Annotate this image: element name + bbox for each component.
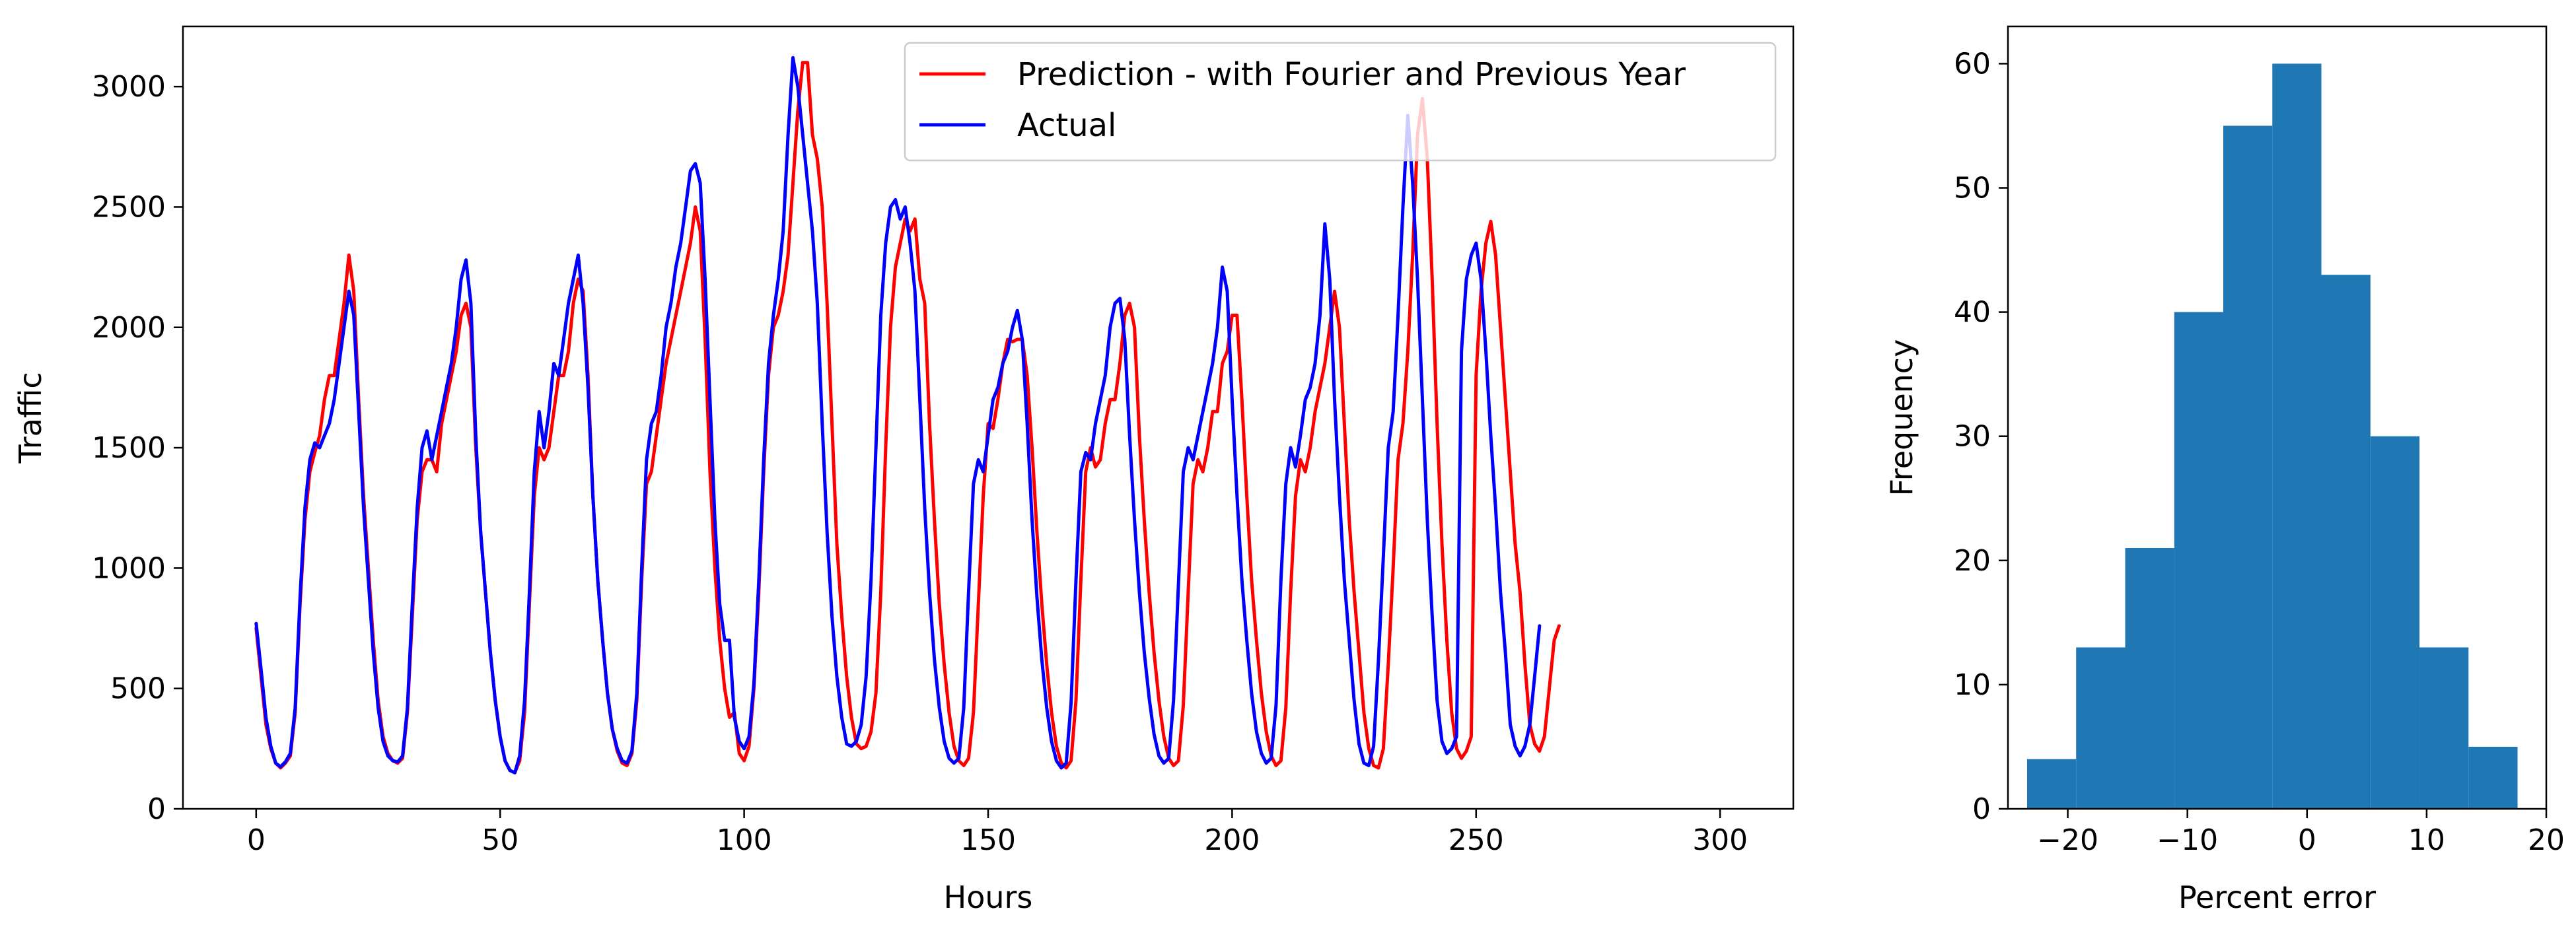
histogram-bar [2419,647,2469,809]
y-tick-label: 1000 [92,551,166,585]
x-tick-label: 10 [2408,823,2445,857]
legend: Prediction - with Fourier and Previous Y… [904,42,1777,162]
y-tick-label: 40 [1954,296,1991,329]
x-tick-label: 0 [247,823,266,857]
histogram-x-ticks: −20 −10 0 10 20 [2037,809,2565,857]
x-tick-label: 0 [2298,823,2316,857]
histogram-y-ticks: 0 10 20 30 40 50 60 [1954,47,2008,826]
histogram-bar [2174,312,2223,810]
histogram-y-axis-label: Frequency [1884,339,1919,497]
series-line-actual [254,55,1542,775]
y-tick-label: 60 [1954,47,1991,81]
y-tick-label: 3000 [92,70,166,104]
x-tick-label: 200 [1204,823,1260,857]
histogram-x-axis-label: Percent error [2178,879,2376,915]
y-tick-label: 20 [1954,544,1991,578]
histogram-bars [2026,63,2518,810]
y-axis-label: Traffic [13,372,48,464]
histogram-bar [2223,125,2273,809]
x-tick-label: −20 [2037,823,2098,857]
x-tick-label: 100 [717,823,772,857]
x-tick-label: −10 [2157,823,2218,857]
y-tick-label: 0 [147,792,166,826]
y-tick-label: 50 [1954,172,1991,205]
histogram-bar [2076,647,2126,809]
x-tick-label: 150 [960,823,1016,857]
line-chart-marks [254,55,1561,775]
histogram-frame [2007,25,2548,810]
y-tick-label: 2000 [92,311,166,345]
series-line-prediction [254,61,1561,775]
line-chart-x-ticks: 0 50 100 150 200 250 300 [247,809,1748,857]
legend-label-prediction: Prediction - with Fourier and Previous Y… [1017,56,1686,93]
line-chart-y-ticks: 0 500 1000 1500 2000 2500 3000 [92,70,183,826]
histogram-bar [2026,759,2077,809]
x-tick-label: 250 [1449,823,1504,857]
histogram-bar [2468,746,2518,809]
x-tick-label: 20 [2528,823,2565,857]
legend-box [904,42,1777,162]
y-tick-label: 10 [1954,668,1991,702]
x-tick-label: 50 [482,823,519,857]
y-tick-label: 0 [1972,792,1991,826]
histogram-bar [2272,63,2322,809]
line-chart: 0 50 100 150 200 250 300 0 500 1000 1500 2000 2500 3… [13,25,1795,915]
x-axis-label: Hours [944,879,1033,915]
y-tick-label: 1500 [92,431,166,465]
histogram-bar [2125,548,2174,809]
y-tick-label: 2500 [92,190,166,224]
y-tick-label: 500 [110,672,166,706]
y-tick-label: 30 [1954,420,1991,454]
histogram-bar [2370,436,2420,809]
legend-label-actual: Actual [1017,107,1116,144]
x-tick-label: 300 [1692,823,1748,857]
histogram-bar [2321,275,2371,809]
